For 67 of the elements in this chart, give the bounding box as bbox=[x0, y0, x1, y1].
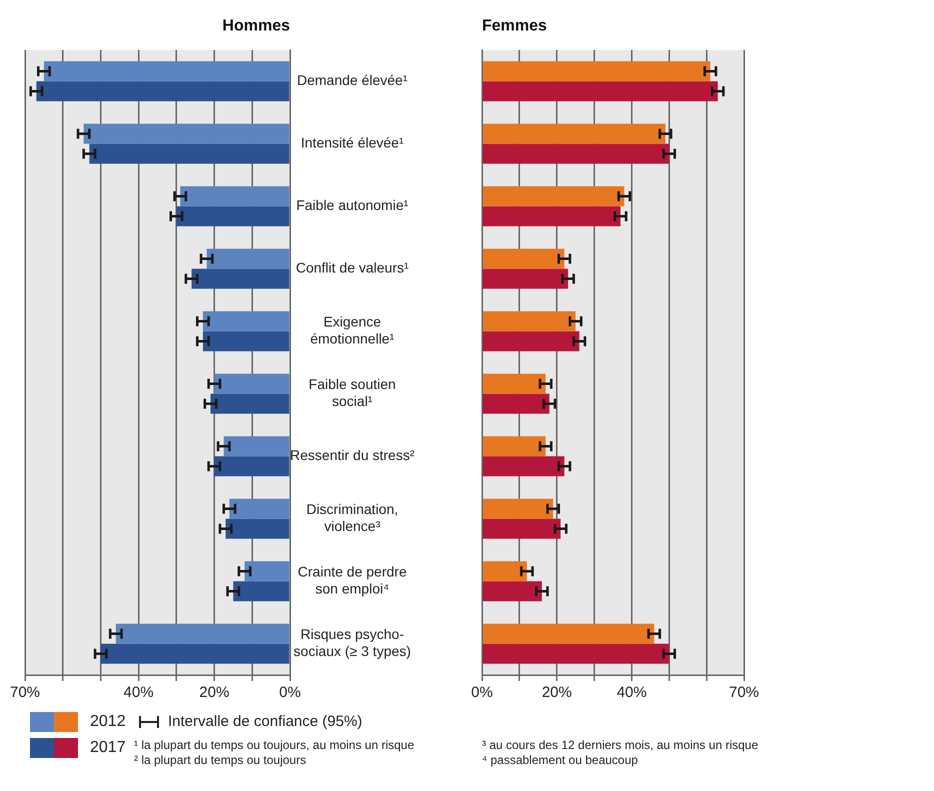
x-tick-label: 20% bbox=[542, 684, 572, 702]
y-tick-label: Faible soutien social¹ bbox=[308, 376, 396, 410]
x-tick-label: 70% bbox=[10, 684, 40, 702]
y-tick-label: Conflit de valeurs¹ bbox=[296, 260, 409, 276]
bar bbox=[84, 124, 290, 144]
bar bbox=[482, 561, 527, 582]
bar bbox=[206, 248, 290, 269]
bar bbox=[202, 331, 290, 352]
legend-label: 2012 bbox=[90, 712, 127, 732]
x-tick-label: 70% bbox=[728, 684, 760, 702]
bar bbox=[482, 61, 710, 82]
x-tick-label: 40% bbox=[124, 684, 154, 702]
y-tick-label: Intensité élevée¹ bbox=[300, 134, 404, 151]
bar bbox=[229, 498, 290, 519]
bar bbox=[482, 498, 554, 519]
text: ¹ la plupart du temps ou toujours, au moins un risque bbox=[134, 738, 416, 753]
text: ² la plupart du temps ou toujours bbox=[134, 753, 308, 768]
x-tick-label: 20% bbox=[199, 684, 230, 702]
y-tick-label: Ressentir du stress² bbox=[290, 447, 415, 464]
bar bbox=[89, 144, 290, 164]
bar bbox=[180, 186, 290, 206]
chart-title: Femmes bbox=[482, 17, 548, 34]
text: ³ au cours des 12 derniers mois, au moins un risque bbox=[482, 738, 760, 753]
bar bbox=[202, 311, 290, 332]
y-tick-label: Discrimination, violence³ bbox=[306, 501, 398, 534]
bar bbox=[482, 311, 576, 332]
bar bbox=[44, 61, 290, 82]
bar bbox=[482, 624, 654, 644]
bar bbox=[192, 268, 290, 289]
bar bbox=[482, 248, 564, 269]
x-tick-label: 40% bbox=[616, 684, 647, 702]
bar bbox=[482, 144, 670, 164]
bar bbox=[482, 581, 542, 602]
bar bbox=[482, 186, 624, 206]
text: ⁴ passablement ou beaucoup bbox=[482, 753, 639, 768]
bar bbox=[226, 518, 290, 539]
bar bbox=[116, 624, 290, 644]
bar bbox=[482, 374, 546, 394]
y-tick-label: Demande élevée¹ bbox=[296, 72, 408, 88]
chart-title: Hommes bbox=[222, 17, 290, 34]
bar bbox=[482, 81, 718, 102]
x-tick-label: 0% bbox=[279, 684, 301, 702]
legend-label: 2017 bbox=[90, 738, 127, 758]
bar bbox=[244, 561, 290, 582]
bar bbox=[482, 456, 564, 476]
bar bbox=[482, 331, 580, 352]
bar bbox=[482, 124, 666, 144]
bar bbox=[482, 644, 670, 664]
y-tick-label: Exigence émotionnelle¹ bbox=[310, 314, 395, 347]
bar bbox=[214, 374, 290, 394]
y-tick-label: Crainte de perdre son emploi⁴ bbox=[298, 564, 407, 597]
bar bbox=[100, 644, 290, 664]
bar bbox=[482, 268, 568, 289]
bar bbox=[482, 518, 561, 539]
bar bbox=[233, 581, 290, 602]
bar bbox=[482, 394, 550, 414]
y-tick-label: Risques psycho-sociaux (≥ 3 types) bbox=[294, 626, 411, 660]
bar bbox=[214, 456, 290, 476]
bar bbox=[482, 206, 620, 226]
bar bbox=[36, 81, 290, 102]
bar bbox=[482, 436, 546, 456]
text: Intervalle de confiance (95%) bbox=[168, 712, 362, 732]
bar bbox=[176, 206, 290, 226]
bar bbox=[210, 394, 290, 414]
bar bbox=[224, 436, 290, 456]
x-tick-label: 0% bbox=[471, 684, 493, 702]
y-tick-label: Faible autonomie¹ bbox=[296, 197, 409, 214]
